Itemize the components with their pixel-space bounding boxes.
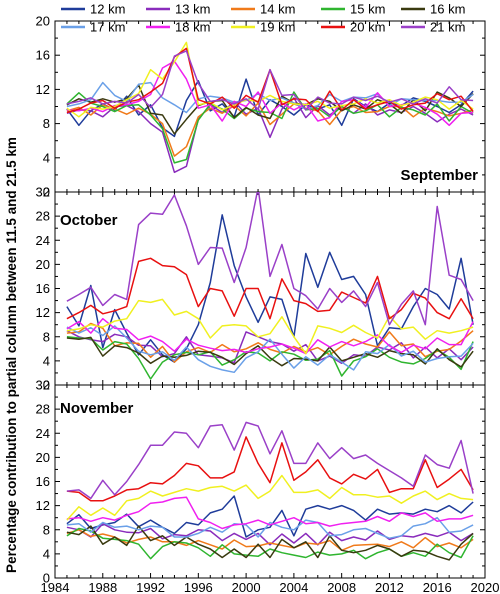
series-line-14km	[66, 322, 474, 363]
x-tick-label: 2016	[423, 580, 452, 594]
chart-panel-october: 0 4 8 12 16 20 24 28 32 October	[36, 185, 486, 393]
y-tick-label: 0	[43, 378, 50, 393]
series-lines	[66, 421, 474, 561]
chart-panel-november: 0 4 8 12 16 20 24 28 32 1984 1988 1992 1996 2000 2004 2…	[36, 378, 500, 594]
series-line-20km	[66, 436, 474, 502]
legend-item: 13 km	[146, 2, 210, 17]
series-line-19km	[66, 474, 474, 521]
series-line-17km	[66, 516, 474, 539]
series-line-13km	[66, 330, 474, 365]
y-tick-label: 32	[36, 185, 50, 200]
panel-title: November	[60, 400, 134, 417]
series-line-21km	[66, 50, 474, 111]
x-tick-label: 1984	[41, 580, 70, 594]
legend-label: 14 km	[260, 2, 295, 17]
y-tick-label: 12	[36, 498, 50, 513]
y-tick-label: 24	[36, 426, 50, 441]
series-line-17km	[66, 325, 474, 374]
panel-title: October	[60, 212, 118, 229]
x-tick-label: 2012	[375, 580, 404, 594]
x-tick-label: 1996	[184, 580, 213, 594]
legend-item: 14 km	[231, 2, 295, 17]
y-tick-label: 4	[43, 353, 50, 368]
panel-title: September	[400, 167, 478, 184]
x-tick-label: 2004	[279, 580, 308, 594]
legend-label: 13 km	[175, 2, 210, 17]
x-tick-label: 2020	[471, 580, 500, 594]
y-tick-label: 28	[36, 402, 50, 417]
y-tick-label: 8	[43, 116, 50, 131]
y-tick-label: 4	[43, 150, 50, 165]
legend-label: 21 km	[430, 20, 465, 35]
series-line-18km	[66, 496, 474, 530]
x-tick-label: 1988	[88, 580, 117, 594]
y-tick-label: 24	[36, 233, 50, 248]
y-tick-label: 20	[36, 257, 50, 272]
y-tick-label: 16	[36, 474, 50, 489]
panels: 0 4 8 12 16 20 September 0 4 8 12 16 20 24 28 32 October…	[36, 14, 500, 594]
series-line-18km	[66, 317, 474, 355]
legend-label: 17 km	[90, 20, 125, 35]
x-tick-label: 1992	[136, 580, 165, 594]
y-tick-label: 20	[36, 14, 50, 29]
y-tick-label: 8	[43, 329, 50, 344]
legend-item: 19 km	[231, 20, 295, 35]
series-line-21km	[66, 421, 474, 500]
legend-label: 18 km	[175, 20, 210, 35]
legend-label: 20 km	[350, 20, 385, 35]
legend-item: 12 km	[61, 2, 125, 17]
legend-item: 20 km	[321, 20, 385, 35]
y-tick-label: 20	[36, 450, 50, 465]
y-tick-label: 16	[36, 281, 50, 296]
series-line-12km	[66, 495, 474, 538]
legend-label: 16 km	[430, 2, 465, 17]
y-tick-label: 32	[36, 378, 50, 393]
y-tick-label: 12	[36, 305, 50, 320]
series-line-21km	[66, 192, 474, 326]
y-tick-label: 8	[43, 522, 50, 537]
series-line-20km	[66, 257, 474, 320]
series-line-16km	[66, 525, 474, 561]
y-tick-label: 28	[36, 209, 50, 224]
series-line-19km	[66, 298, 474, 355]
legend-label: 19 km	[260, 20, 295, 35]
legend-item: 16 km	[401, 2, 465, 17]
series-lines	[66, 41, 474, 174]
legend-item: 21 km	[401, 20, 465, 35]
legend: 12 km 13 km 14 km 15 km 16 km 17 km 18 km 19 km…	[61, 2, 465, 35]
y-tick-label: 0	[43, 571, 50, 586]
chart-panel-september: 0 4 8 12 16 20 September	[36, 14, 486, 200]
series-lines	[66, 192, 474, 380]
series-line-17km	[66, 81, 474, 114]
x-tick-label: 2000	[232, 580, 261, 594]
y-tick-label: 4	[43, 546, 50, 561]
y-axis-label: Percentage contribution to partial colum…	[4, 137, 19, 573]
x-tick-label: 2008	[327, 580, 356, 594]
series-line-14km	[66, 102, 474, 157]
series-line-19km	[66, 41, 474, 118]
legend-label: 12 km	[90, 2, 125, 17]
legend-item: 15 km	[321, 2, 385, 17]
y-tick-label: 12	[36, 82, 50, 97]
y-tick-label: 0	[43, 185, 50, 200]
series-line-15km	[66, 336, 474, 380]
legend-item: 17 km	[61, 20, 125, 35]
legend-label: 15 km	[350, 2, 385, 17]
series-line-14km	[66, 529, 474, 552]
y-tick-label: 16	[36, 48, 50, 63]
legend-item: 18 km	[146, 20, 210, 35]
plot-frame	[54, 191, 486, 386]
